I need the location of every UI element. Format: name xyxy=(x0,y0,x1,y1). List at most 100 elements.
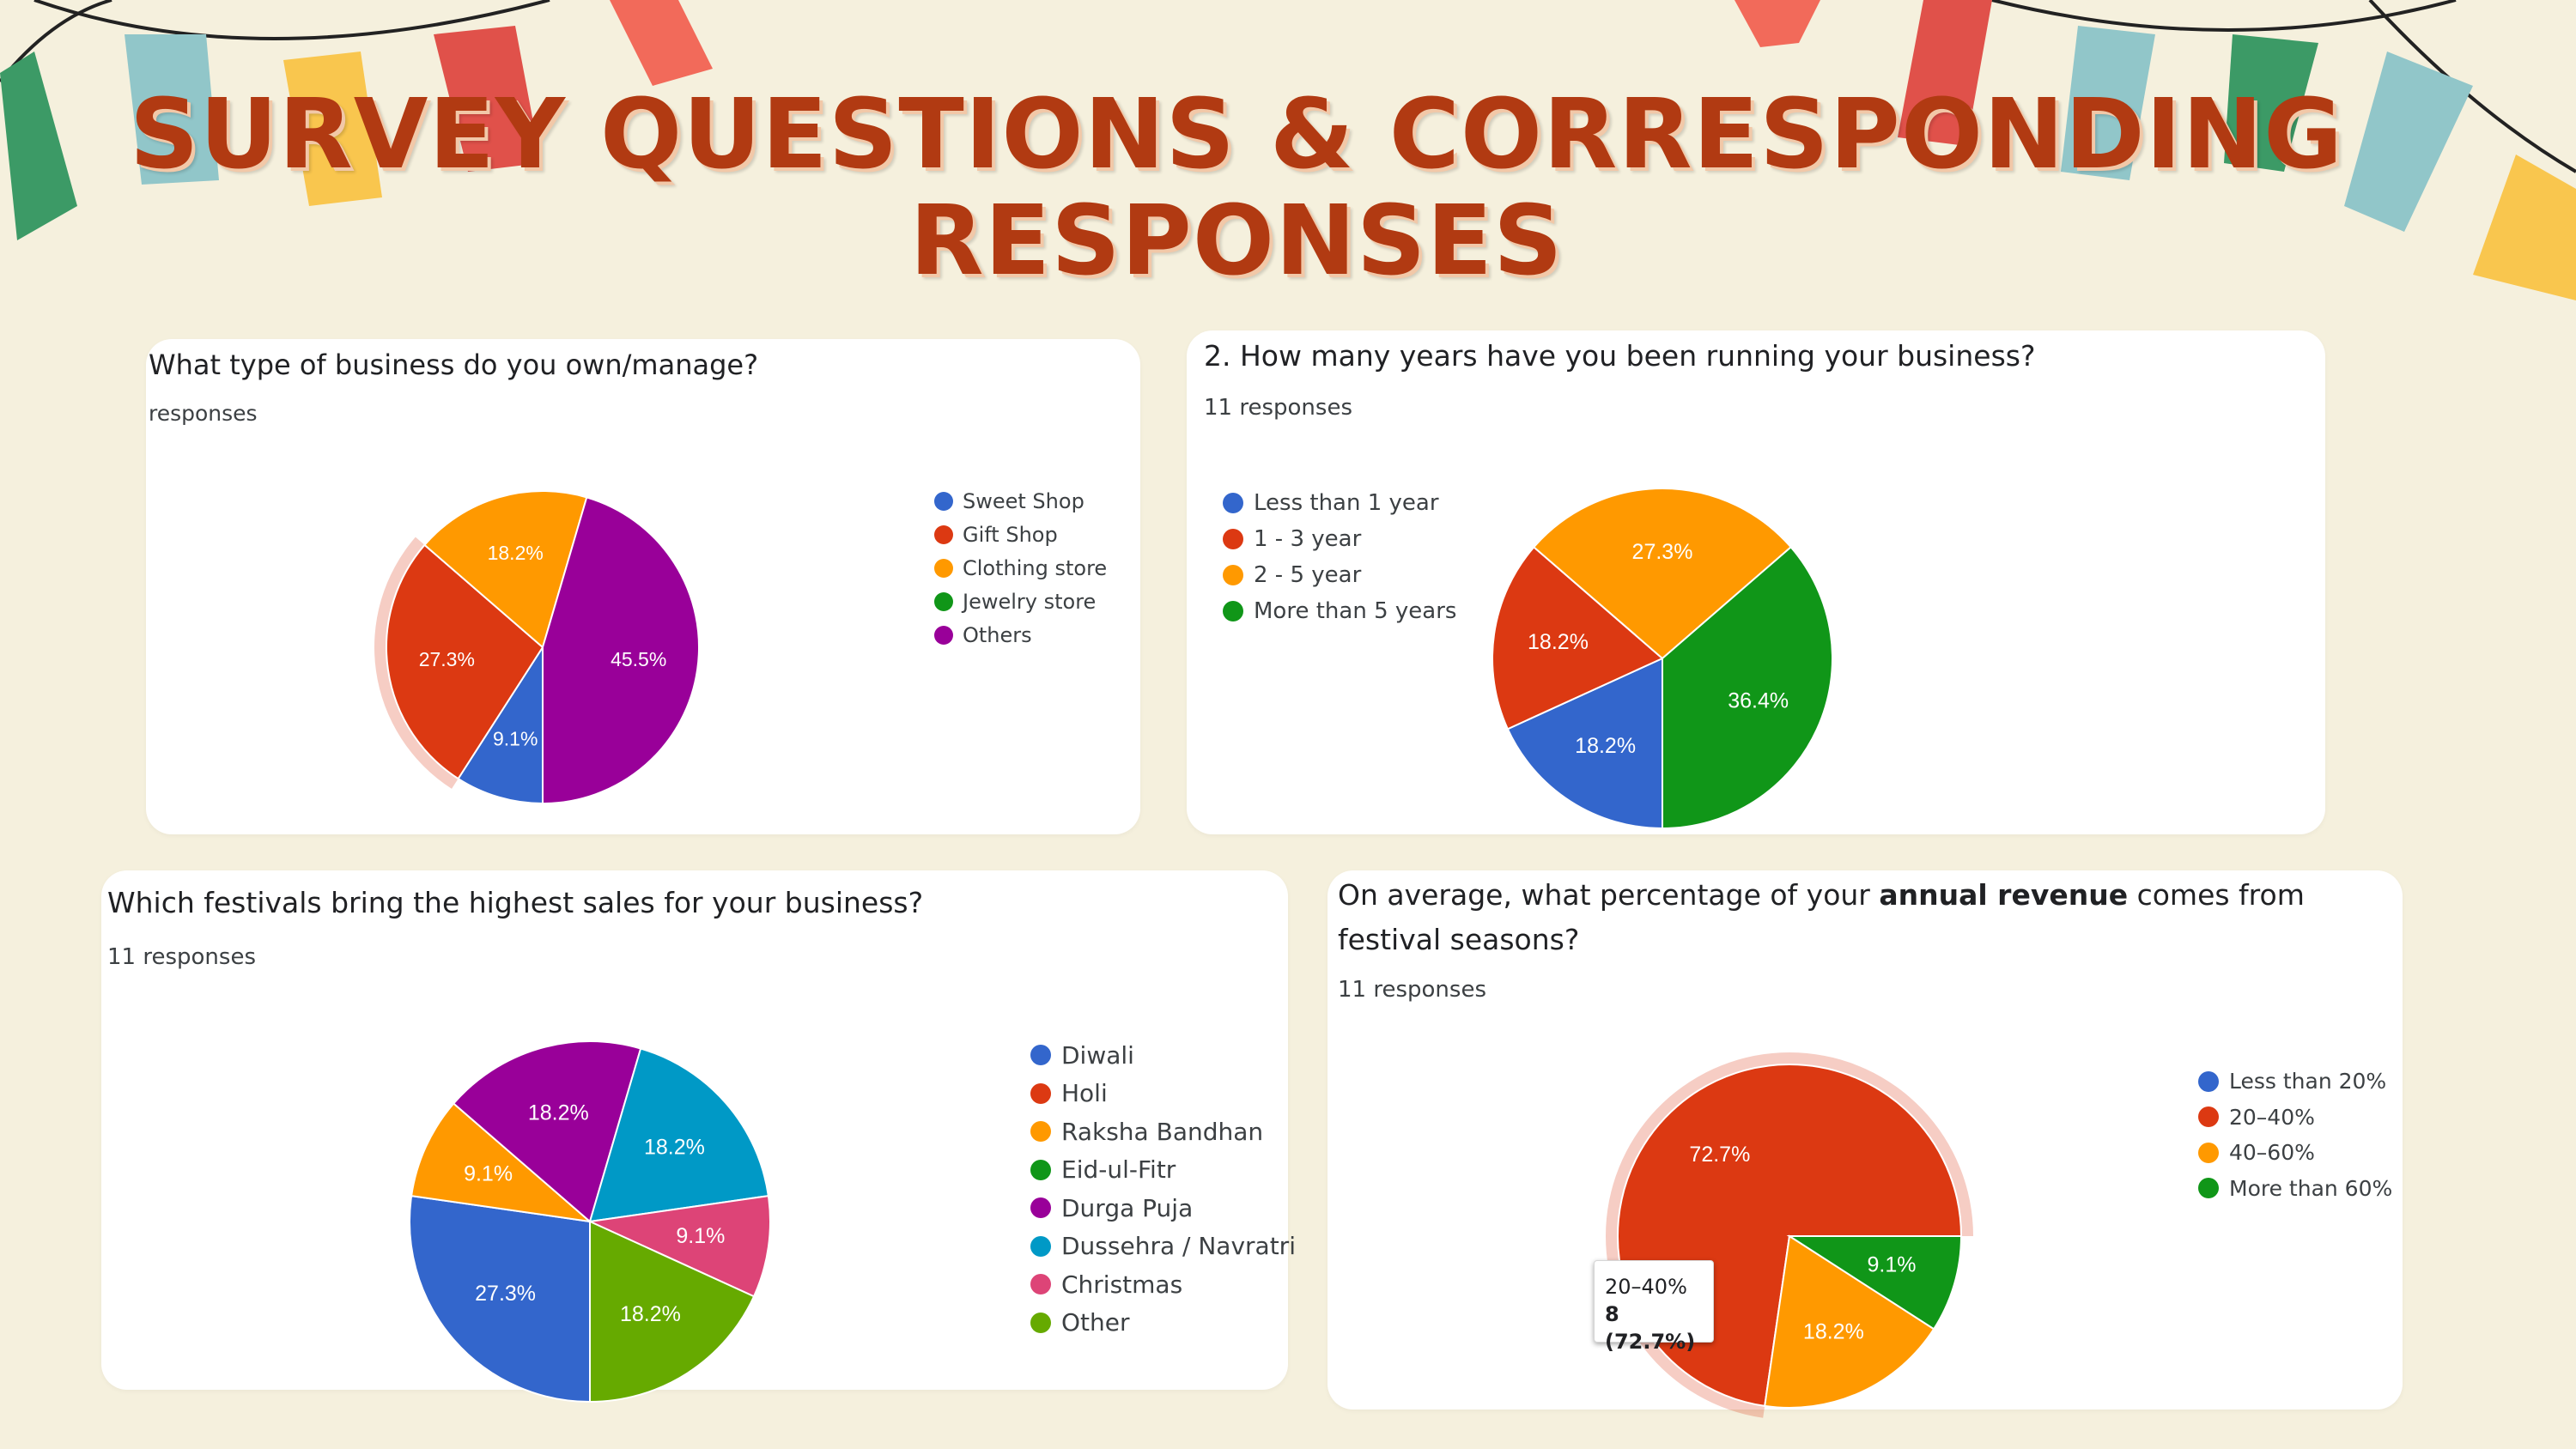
pie-slice-raksha-bandhan[interactable] xyxy=(410,1102,593,1223)
legend-label: Less than 1 year xyxy=(1254,490,1439,516)
slice-label-less-than-1-year: 18.2% xyxy=(1575,734,1636,758)
legend-swatch xyxy=(2198,1106,2219,1128)
legend-item-more-than-60: More than 60% xyxy=(2198,1171,2392,1207)
question-title: 2. How many years have you been running … xyxy=(1204,339,2036,373)
pie-slice-other[interactable] xyxy=(589,1220,756,1404)
slice-label-durga-puja: 18.2% xyxy=(528,1101,589,1125)
slice-label-2-5-year: 27.3% xyxy=(1632,540,1693,564)
pie-slice-sweet-shop[interactable] xyxy=(457,644,544,805)
legend-swatch xyxy=(1030,1082,1051,1104)
legend-label: Durga Puja xyxy=(1061,1193,1194,1222)
responses-count: responses xyxy=(149,401,258,426)
question-title: Which festivals bring the highest sales … xyxy=(107,886,924,919)
pie-slice-more-than-60[interactable] xyxy=(1786,1235,1963,1331)
legend-label: Gift Shop xyxy=(963,522,1058,547)
pie-slice-40-60[interactable] xyxy=(1764,1234,1935,1409)
legend-swatch xyxy=(1030,1312,1051,1333)
pie-slice-gift-shop[interactable] xyxy=(386,543,544,780)
slice-label-40-60: 18.2% xyxy=(1803,1319,1864,1343)
legend-item-holi: Holi xyxy=(1030,1075,1296,1113)
legend-item-diwali: Diwali xyxy=(1030,1036,1296,1075)
pie-slice-2-5-year[interactable] xyxy=(1532,488,1793,660)
pie-slice-diwali[interactable] xyxy=(409,1194,591,1404)
page-title-line-1: SURVEY QUESTIONS & CORRESPONDING xyxy=(129,79,2344,191)
legend-label: More than 5 years xyxy=(1254,598,1457,624)
pie-slice-more-than-5-years[interactable] xyxy=(1662,545,1833,830)
legend-swatch xyxy=(1223,601,1243,621)
slice-label-1-3-year: 18.2% xyxy=(1528,630,1589,654)
legend-item-dussehra-navratri: Dussehra / Navratri xyxy=(1030,1228,1296,1266)
question-text-prefix: On average, what percentage of your xyxy=(1338,878,1880,912)
legend-label: 1 - 3 year xyxy=(1254,526,1362,552)
legend-item-raksha-bandhan: Raksha Bandhan xyxy=(1030,1113,1296,1151)
legend-swatch xyxy=(1030,1159,1051,1180)
legend-item-less-than-20: Less than 20% xyxy=(2198,1064,2392,1100)
slice-label-christmas: 9.1% xyxy=(676,1224,725,1248)
pie-slice-less-than-1-year[interactable] xyxy=(1506,657,1663,830)
question-title: What type of business do you own/manage? xyxy=(149,349,759,381)
legend-swatch xyxy=(934,491,953,511)
legend-swatch xyxy=(1030,1045,1051,1066)
legend-swatch xyxy=(934,625,953,645)
legend-label: Sweet Shop xyxy=(963,488,1084,513)
legend-swatch xyxy=(1223,529,1243,549)
legend-revenue-share: Less than 20% 20–40% 40–60% More than 60% xyxy=(2198,1064,2392,1206)
legend-label: Eid-ul-Fitr xyxy=(1061,1155,1176,1185)
legend-item-others: Others xyxy=(934,618,1107,652)
legend-festivals: Diwali Holi Raksha Bandhan Eid-ul-Fitr Durga… xyxy=(1030,1036,1296,1342)
legend-item-40-60: 40–60% xyxy=(2198,1135,2392,1171)
legend-swatch xyxy=(2198,1178,2219,1199)
question-title: On average, what percentage of your annu… xyxy=(1338,873,2368,962)
legend-item-jewelry-store: Jewelry store xyxy=(934,585,1107,618)
pie-slice-others[interactable] xyxy=(542,496,700,805)
legend-item-less-than-1-year: Less than 1 year xyxy=(1223,485,1456,521)
legend-item-clothing-store: Clothing store xyxy=(934,551,1107,585)
pie-slice-clothing-store[interactable] xyxy=(423,490,588,649)
legend-item-1-3-year: 1 - 3 year xyxy=(1223,521,1456,557)
legend-label: Raksha Bandhan xyxy=(1061,1117,1264,1146)
page-title: SURVEY QUESTIONS & CORRESPONDING RESPONS… xyxy=(0,82,2473,294)
legend-item-durga-puja: Durga Puja xyxy=(1030,1189,1296,1228)
legend-label: Others xyxy=(963,622,1032,647)
legend-item-gift-shop: Gift Shop xyxy=(934,518,1107,551)
pie-tooltip: 20–40% 8 (72.7%) xyxy=(1594,1260,1714,1354)
question-text-suffix: comes from festival seasons? xyxy=(1338,878,2305,956)
pie-slice-dussehra-navratri[interactable] xyxy=(588,1047,769,1223)
slice-label-dussehra-navratri: 18.2% xyxy=(644,1135,705,1159)
slice-label-diwali: 27.3% xyxy=(475,1282,536,1306)
slice-label-sweet-shop: 9.1% xyxy=(493,727,538,749)
pie-slice-1-3-year[interactable] xyxy=(1492,545,1664,731)
legend-swatch xyxy=(1223,565,1243,585)
responses-count: 11 responses xyxy=(1338,977,1486,1003)
legend-swatch xyxy=(934,558,953,578)
tooltip-value: 8 (72.7%) xyxy=(1605,1302,1696,1354)
legend-swatch xyxy=(1030,1235,1051,1257)
legend-swatch xyxy=(1223,493,1243,513)
legend-business-type: Sweet Shop Gift Shop Clothing store Jewelry… xyxy=(934,484,1107,652)
legend-label: Dussehra / Navratri xyxy=(1061,1232,1296,1261)
legend-years-running: Less than 1 year 1 - 3 year 2 - 5 year More… xyxy=(1223,485,1456,629)
legend-swatch xyxy=(934,524,953,544)
legend-item-2-5-year: 2 - 5 year xyxy=(1223,557,1456,593)
legend-label: Clothing store xyxy=(963,555,1108,580)
legend-label: Other xyxy=(1061,1308,1130,1337)
slice-label-others: 45.5% xyxy=(611,648,666,670)
pie-slice-christmas[interactable] xyxy=(586,1194,771,1298)
legend-item-other: Other xyxy=(1030,1304,1296,1343)
legend-label: 20–40% xyxy=(2229,1104,2315,1130)
question-text-bold: annual revenue xyxy=(1879,878,2129,912)
legend-swatch xyxy=(2198,1070,2219,1092)
responses-count: 11 responses xyxy=(107,944,256,970)
slice-label-other: 18.2% xyxy=(620,1302,681,1326)
page-title-line-2: RESPONSES xyxy=(909,185,1564,297)
legend-label: Christmas xyxy=(1061,1270,1183,1299)
slice-label-20-40: 72.7% xyxy=(1689,1143,1750,1167)
legend-label: Jewelry store xyxy=(963,589,1097,614)
pie-slice-durga-puja[interactable] xyxy=(452,1040,642,1223)
legend-item-eid-ul-fitr: Eid-ul-Fitr xyxy=(1030,1151,1296,1190)
legend-swatch xyxy=(934,591,953,611)
legend-swatch xyxy=(1030,1197,1051,1219)
